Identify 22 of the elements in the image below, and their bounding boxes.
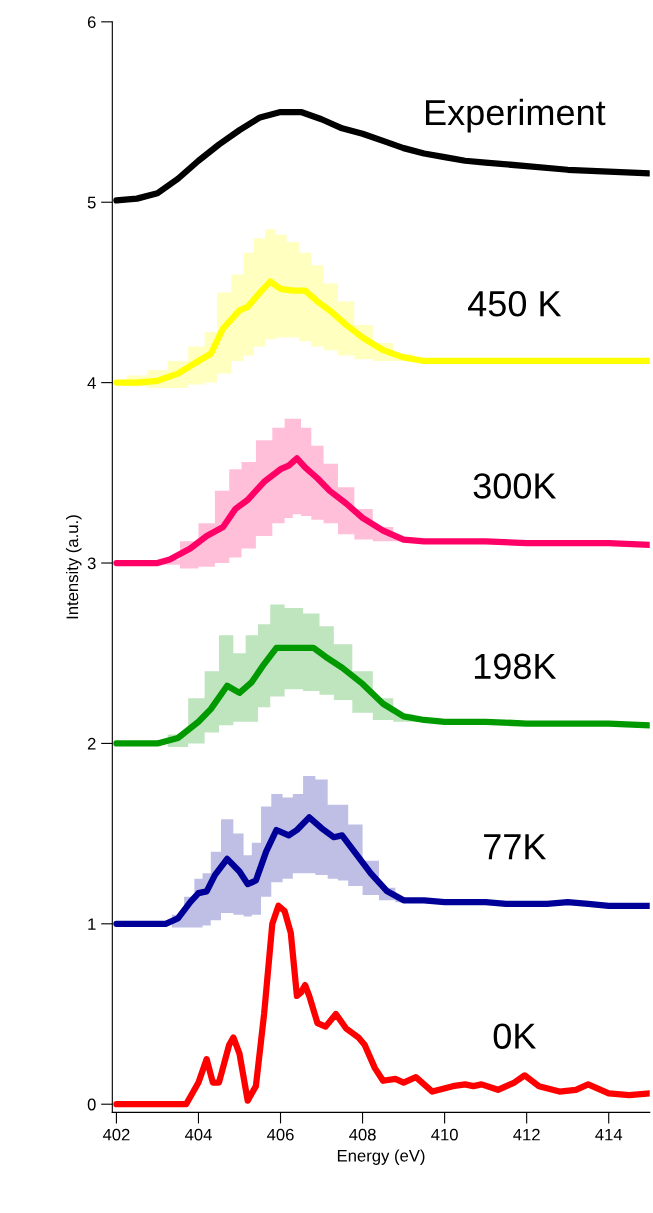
x-axis-title: Energy (eV): [337, 1149, 425, 1165]
x-tick-label: 408: [349, 1128, 376, 1141]
series-label: 198K: [474, 653, 557, 680]
x-tick-label: 406: [267, 1128, 294, 1141]
series-label: 300K: [473, 473, 557, 499]
series-label: 450 K: [468, 290, 562, 317]
y-tick-label: 2: [87, 737, 96, 750]
y-tick-label: 1: [88, 918, 96, 930]
y-tick-label: 3: [87, 557, 96, 570]
y-tick-label: 5: [87, 196, 96, 209]
x-tick-label: 414: [595, 1128, 623, 1141]
x-tick-label: 410: [431, 1128, 458, 1141]
series-label: 0K: [493, 1023, 537, 1049]
y-tick-label: 4: [87, 377, 96, 389]
y-axis-title: Intensity (a.u.): [65, 515, 82, 619]
series-label: 77K: [484, 834, 547, 860]
x-tick-label: 404: [184, 1128, 212, 1141]
x-tick-label: 402: [102, 1128, 130, 1141]
x-tick-label: 412: [513, 1128, 540, 1141]
y-tick-label: 6: [87, 16, 96, 29]
series-label: Experiment: [426, 98, 606, 133]
y-tick-label: 0: [87, 1098, 96, 1111]
